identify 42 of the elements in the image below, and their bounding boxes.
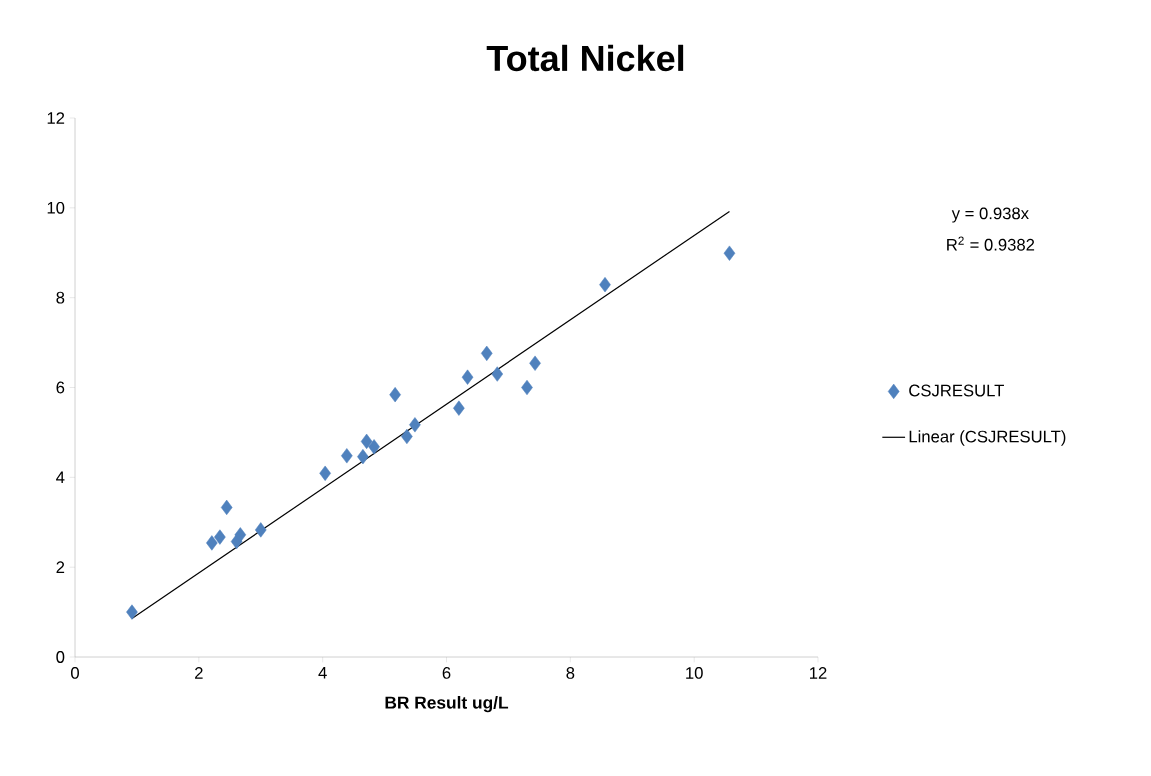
text: R$^{2}$ = 0.9382 (947, 236, 1035, 251)
point (126, 604, 138, 620)
point (409, 417, 421, 433)
point (234, 527, 247, 543)
point (341, 448, 353, 464)
x-tick-label: 8 (566, 667, 575, 679)
x-tick-label: 2 (195, 667, 203, 679)
y-tick-label: 10 (47, 201, 65, 214)
point (368, 439, 380, 455)
x-axis-title: BR Result ug/L (385, 696, 509, 713)
chart-title: Total Nickel (486, 44, 684, 72)
point (319, 465, 331, 481)
point (723, 245, 736, 261)
point (453, 400, 465, 416)
point (360, 433, 373, 450)
point (220, 499, 233, 516)
y-tick-label: 8 (56, 291, 65, 304)
x-tick-label: 6 (442, 667, 451, 679)
point (491, 366, 504, 382)
point (599, 277, 611, 293)
y-tick-label: 2 (56, 561, 65, 573)
text: y = 0.938x (951, 207, 1029, 223)
point (254, 522, 267, 538)
point (357, 449, 369, 465)
y-tick-label: 12 (47, 112, 65, 124)
point (461, 369, 474, 385)
y-tick-label: 0 (56, 651, 65, 663)
point (401, 428, 413, 445)
x-tick-label: 10 (686, 667, 703, 679)
point (389, 387, 401, 403)
point (206, 535, 218, 551)
x-tick-label: 0 (71, 667, 79, 679)
x-tick-label: 4 (318, 667, 327, 679)
point (529, 355, 541, 371)
legend-label: Linear (CSJRESULT) (909, 430, 1066, 446)
point (480, 345, 493, 361)
y-tick-label: 6 (56, 381, 65, 394)
point (214, 529, 226, 545)
x-tick-label: 12 (810, 667, 827, 679)
point (521, 379, 533, 396)
legend-label: CSJRESULT (909, 384, 1004, 397)
y-tick-label: 4 (56, 471, 65, 484)
